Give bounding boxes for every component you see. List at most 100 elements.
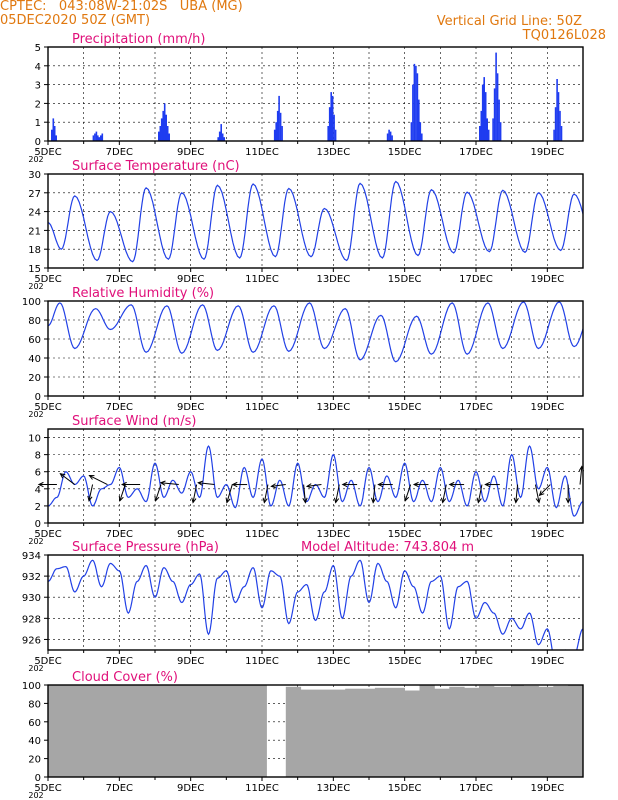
cloud-cover-bar (464, 687, 480, 777)
precip-bar (160, 118, 163, 141)
y-tick-label: 18 (28, 245, 41, 256)
wind-arrow (88, 475, 108, 485)
y-tick-label: 8 (35, 451, 41, 462)
precip-bar (328, 107, 331, 141)
precip-bar (273, 129, 276, 141)
x-tick-label: 19DEC (530, 147, 564, 158)
wind-speed-line (48, 445, 583, 517)
precip-bar (498, 99, 500, 141)
temperature-line (48, 180, 583, 263)
precip-bar (218, 131, 221, 141)
precip-bar (94, 133, 96, 141)
x-tick-label: 7DEC (106, 529, 133, 540)
precip-bar (162, 110, 164, 141)
y-tick-label: 6 (35, 468, 41, 479)
x-tick-label: 17DEC (459, 656, 493, 667)
wind-arrow (513, 484, 519, 504)
precip-bar (159, 126, 162, 141)
x-tick-label: 5DEC (34, 783, 61, 794)
precip-bar (281, 126, 283, 141)
wind-arrow-head (87, 495, 93, 502)
precip-bar (53, 126, 56, 141)
precip-bar (419, 122, 422, 141)
y-tick-label: 100 (22, 297, 41, 308)
wind-arrow-head (565, 497, 571, 504)
precip-bar (55, 135, 57, 141)
wind-arrow-shaft (271, 484, 286, 487)
wind-arrow (305, 483, 322, 489)
panel-pres (44, 554, 584, 654)
wind-arrow (377, 481, 393, 488)
x-tick-label: 9DEC (177, 783, 204, 794)
y-tick-label: 932 (22, 572, 41, 583)
wind-arrow-shaft (160, 482, 179, 486)
cloud-cover-bar (493, 686, 512, 777)
header-right1: Vertical Grid Line: 50Z (436, 14, 582, 29)
x-tick-label: 15DEC (388, 274, 422, 285)
precip-bar (158, 131, 160, 141)
precip-bar (386, 133, 389, 141)
wind-arrow-head (88, 475, 95, 480)
wind-arrow (404, 484, 412, 502)
wind-arrow (270, 483, 286, 489)
precip-bar (486, 118, 488, 141)
x-tick-label: 15DEC (388, 147, 422, 158)
precip-bar (554, 107, 557, 141)
precip-bar (418, 99, 420, 141)
cloud-cover-bar (553, 685, 569, 777)
precip-bar (51, 129, 53, 141)
x-tick-label: 9DEC (177, 274, 204, 285)
precip-bar (493, 88, 496, 141)
x-tick-label: 11DEC (245, 783, 279, 794)
x-tick-label: 15DEC (388, 656, 422, 667)
panel-frame (47, 300, 584, 397)
panel-frame (47, 428, 584, 524)
wind-arrow-shaft (198, 482, 215, 486)
panel-rh (44, 300, 584, 400)
wind-arrow-shaft (534, 484, 540, 503)
pressure-line (48, 559, 583, 650)
wind-arrow-head (302, 497, 308, 504)
wind-arrow-head (270, 483, 277, 489)
wind-arrow (159, 480, 179, 486)
y-tick-label: 60 (28, 335, 41, 346)
cloud-cover-bar (345, 688, 376, 777)
cloud-cover-bar (538, 686, 554, 777)
y-tick-label: 1 (35, 118, 41, 129)
wind-arrow-head (262, 497, 268, 504)
wind-arrow (476, 484, 483, 504)
wind-arrow (341, 481, 358, 488)
precip-bar (221, 133, 224, 141)
x-tick-label: 17DEC (459, 274, 493, 285)
cloud-cover-bar (285, 686, 302, 777)
wind-arrow-shaft (192, 484, 198, 503)
precip-bar (388, 129, 390, 141)
panel-title: Relative Humidity (%) (72, 286, 214, 301)
precip-bar (279, 112, 282, 141)
wind-arrow-head (305, 483, 312, 489)
wind-arrow-head (118, 495, 124, 502)
y-tick-label: 20 (28, 373, 41, 384)
x-tick-label: 19DEC (530, 783, 564, 794)
y-tick-label: 0 (35, 137, 41, 148)
cloud-cover-bar (419, 685, 435, 777)
precip-bar (416, 73, 419, 141)
x-tick-label: 5DEC (34, 529, 61, 540)
cloud-cover-bar (568, 685, 583, 777)
x-tick-label: 7DEC (106, 656, 133, 667)
x-tick-label: 7DEC (106, 274, 133, 285)
wind-arrow-shaft (442, 484, 447, 503)
y-tick-label: 20 (28, 755, 41, 766)
cloud-cover-area (48, 685, 583, 777)
precip-bar (389, 131, 392, 141)
precip-bar (330, 92, 332, 141)
x-tick-label: 19DEC (530, 656, 564, 667)
humidity-line (48, 301, 583, 363)
wind-arrow-shaft (119, 484, 126, 501)
precip-bar (559, 110, 561, 141)
wind-arrow-shaft (89, 475, 108, 485)
y-tick-label: 930 (22, 593, 41, 604)
wind-arrow (191, 484, 198, 504)
wind-arrow-shaft (60, 473, 76, 485)
precip-bar (223, 137, 225, 141)
